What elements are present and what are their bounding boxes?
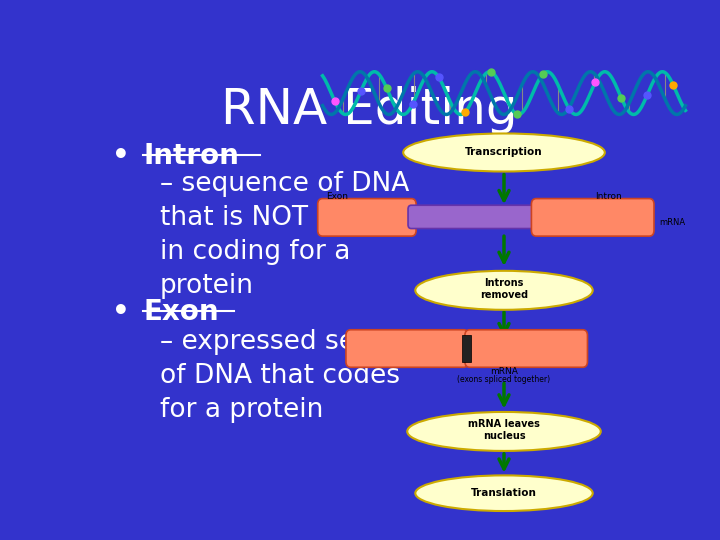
FancyBboxPatch shape — [465, 330, 588, 367]
Ellipse shape — [415, 475, 593, 511]
Ellipse shape — [408, 412, 600, 451]
Text: – expressed sequence
of DNA that codes
for a protein: – expressed sequence of DNA that codes f… — [160, 329, 452, 423]
Text: Intron: Intron — [143, 141, 239, 170]
Text: Translation: Translation — [471, 488, 537, 498]
Text: mRNA: mRNA — [490, 367, 518, 376]
Text: Introns
removed: Introns removed — [480, 278, 528, 300]
Text: Transcription: Transcription — [465, 147, 543, 158]
FancyBboxPatch shape — [462, 335, 471, 362]
Text: •: • — [112, 141, 130, 170]
Text: mRNA leaves
nucleus: mRNA leaves nucleus — [468, 419, 540, 441]
Text: RNA Editing: RNA Editing — [221, 85, 517, 133]
Text: Exon: Exon — [143, 298, 219, 326]
Text: – sequence of DNA
that is NOT involved
in coding for a
protein: – sequence of DNA that is NOT involved i… — [160, 171, 428, 299]
Text: Intron: Intron — [595, 192, 622, 201]
Text: mRNA: mRNA — [660, 218, 685, 227]
FancyBboxPatch shape — [318, 199, 416, 236]
FancyBboxPatch shape — [408, 205, 539, 228]
Text: (exons spliced together): (exons spliced together) — [457, 375, 551, 384]
FancyBboxPatch shape — [531, 199, 654, 236]
Ellipse shape — [415, 271, 593, 310]
FancyBboxPatch shape — [346, 330, 469, 367]
Text: Exon: Exon — [327, 192, 348, 201]
Text: •: • — [112, 298, 130, 326]
Ellipse shape — [403, 133, 605, 172]
